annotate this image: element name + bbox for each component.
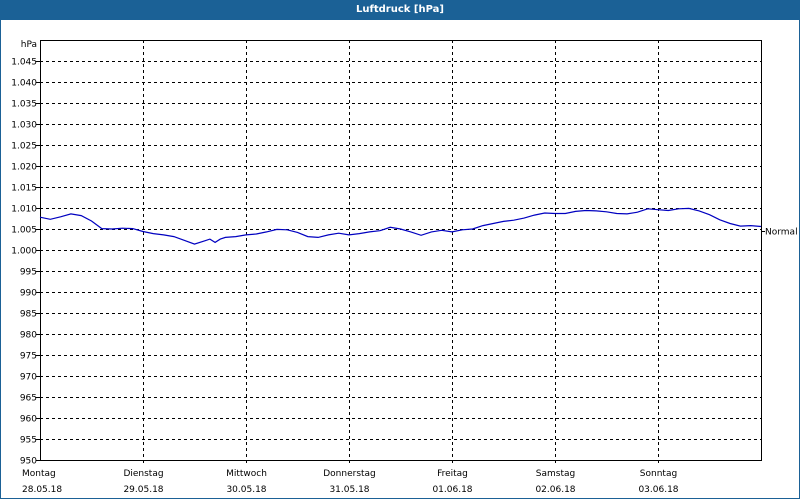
x-tick-day-label: Samstag bbox=[536, 469, 575, 479]
x-tick-date-label: 29.05.18 bbox=[123, 485, 163, 495]
plot-area-border bbox=[40, 40, 762, 461]
x-tick-day-label: Freitag bbox=[437, 469, 468, 479]
y-tick-label: 1.020 bbox=[11, 163, 37, 173]
y-tick-label: 975 bbox=[20, 352, 37, 362]
y-tick-label: 950 bbox=[20, 457, 37, 467]
y-tick-label: 990 bbox=[20, 289, 37, 299]
y-tick-label: 1.015 bbox=[11, 184, 37, 194]
x-tick-day-label: Montag bbox=[22, 469, 56, 479]
y-tick-label: 960 bbox=[20, 415, 37, 425]
x-tick-date-label: 02.06.18 bbox=[535, 485, 575, 495]
y-tick-label: 1.030 bbox=[11, 121, 37, 131]
y-tick-label: 1.035 bbox=[11, 100, 37, 110]
y-tick-label: 980 bbox=[20, 331, 37, 341]
y-tick-label: 1.045 bbox=[11, 58, 37, 68]
y-tick-label: 1.000 bbox=[11, 247, 37, 257]
x-tick-date-label: 31.05.18 bbox=[329, 485, 369, 495]
x-tick-date-label: 01.06.18 bbox=[432, 485, 472, 495]
normal-reference-label: Normal bbox=[765, 228, 798, 238]
y-tick-label: 995 bbox=[20, 268, 37, 278]
x-tick-date-label: 30.05.18 bbox=[226, 485, 266, 495]
x-tick-day-label: Dienstag bbox=[123, 469, 163, 479]
x-tick-date-label: 28.05.18 bbox=[22, 485, 62, 495]
y-tick-label: 970 bbox=[20, 373, 37, 383]
y-tick-label: 1.025 bbox=[11, 142, 37, 152]
y-tick-label: 1.040 bbox=[11, 79, 37, 89]
x-tick-day-label: Sonntag bbox=[640, 469, 677, 479]
chart-title-bar: Luftdruck [hPa] bbox=[0, 0, 800, 20]
y-tick-label: 965 bbox=[20, 394, 37, 404]
pressure-data-line bbox=[39, 207, 762, 245]
y-tick-label: 1.010 bbox=[11, 205, 37, 215]
y-tick-label: 1.005 bbox=[11, 226, 37, 236]
x-tick-day-label: Mittwoch bbox=[226, 469, 267, 479]
y-tick-label: 955 bbox=[20, 436, 37, 446]
x-tick-day-label: Donnerstag bbox=[323, 469, 376, 479]
x-tick-date-label: 03.06.18 bbox=[638, 485, 678, 495]
y-tick-label: 985 bbox=[20, 310, 37, 320]
y-axis-unit-label: hPa bbox=[21, 40, 37, 50]
chart-title: Luftdruck [hPa] bbox=[356, 4, 444, 15]
